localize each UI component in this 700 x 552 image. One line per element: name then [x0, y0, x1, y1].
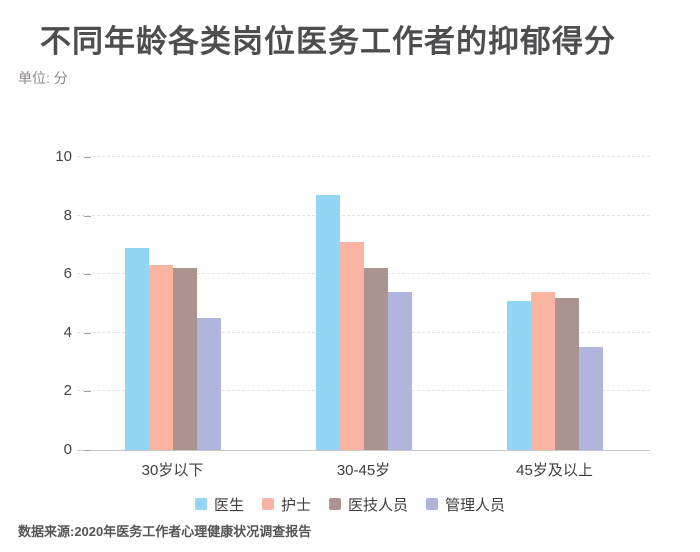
legend-swatch [261, 498, 274, 510]
bar-医技人员-30-45岁 [363, 268, 388, 450]
source-note: 数据来源:2020年医务工作者心理健康状况调查报告 [18, 524, 312, 539]
y-axis-tick [84, 157, 91, 158]
bar-医生-30-45岁 [315, 195, 340, 450]
x-category-label: 45岁及以上 [516, 462, 593, 479]
gridline [77, 156, 650, 157]
chart-legend: 医生 护士 医技人员 管理人员 [0, 493, 700, 515]
legend-item: 护士 [261, 494, 311, 515]
bar-管理人员-45岁及以上 [578, 347, 603, 450]
x-category-label: 30岁以下 [141, 462, 204, 479]
unit-label: 单位: 分 [18, 70, 68, 86]
legend-item: 管理人员 [426, 494, 505, 515]
y-axis-label: 10 [55, 148, 72, 165]
y-axis-tick [84, 274, 91, 276]
y-axis-tick [84, 391, 91, 393]
x-category-label: 30-45岁 [336, 462, 391, 479]
legend-swatch [426, 498, 439, 510]
y-axis-label: 8 [63, 206, 72, 224]
y-axis-tick [84, 450, 91, 451]
legend-label: 管理人员 [445, 496, 506, 514]
legend-label: 医生 [213, 496, 244, 514]
bar-医生-30岁以下 [124, 247, 149, 450]
gridline [77, 214, 650, 216]
bar-护士-30岁以下 [148, 265, 173, 450]
y-axis-label: 2 [63, 382, 72, 400]
bar-管理人员-30-45岁 [387, 291, 412, 450]
bar-护士-30-45岁 [339, 241, 364, 450]
legend-item: 医技人员 [329, 494, 408, 515]
y-axis-tick [84, 332, 91, 334]
legend-swatch [329, 498, 341, 510]
legend-label: 护士 [280, 496, 311, 514]
bar-医技人员-45岁及以上 [554, 297, 579, 450]
page-title: 不同年龄各类岗位医务工作者的抑郁得分 [40, 24, 616, 59]
bar-护士-45岁及以上 [530, 291, 555, 450]
bar-医技人员-30岁以下 [172, 268, 197, 450]
bar-医生-45岁及以上 [506, 300, 531, 450]
bar-管理人员-30岁以下 [196, 318, 221, 450]
y-axis-label: 4 [63, 323, 72, 341]
y-axis-label: 6 [63, 265, 72, 283]
y-axis-tick [84, 215, 91, 217]
x-axis-line [77, 450, 650, 451]
legend-item: 医生 [194, 494, 244, 515]
legend-swatch [194, 498, 207, 510]
y-axis-label: 0 [63, 441, 72, 458]
legend-label: 医技人员 [348, 496, 409, 514]
